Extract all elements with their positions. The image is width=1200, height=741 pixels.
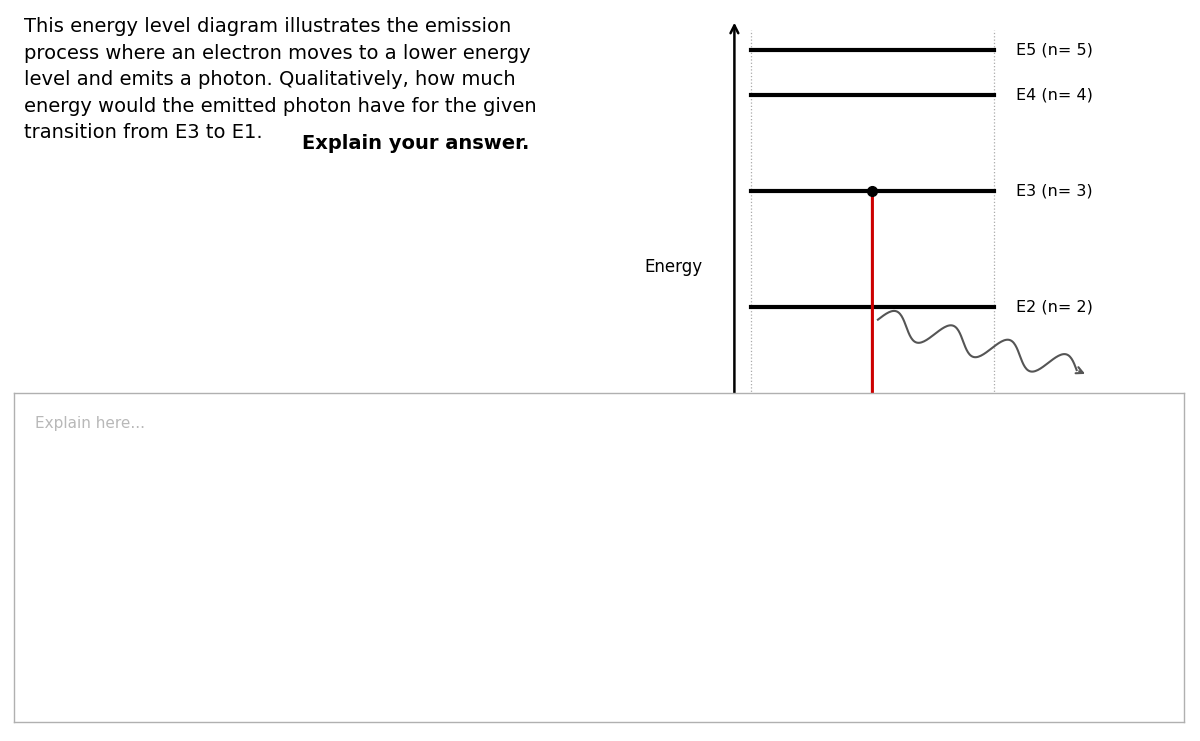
Text: Explain your answer.: Explain your answer. [302, 134, 529, 153]
Text: E3 (n= 3): E3 (n= 3) [1016, 184, 1092, 199]
Text: E5 (n= 5): E5 (n= 5) [1016, 42, 1093, 58]
Text: This energy level diagram illustrates the emission
process where an electron mov: This energy level diagram illustrates th… [24, 17, 536, 142]
Text: E2 (n= 2): E2 (n= 2) [1016, 299, 1093, 315]
Text: Explain here...: Explain here... [36, 416, 145, 431]
Text: Energy: Energy [644, 258, 703, 276]
Text: E4 (n= 4): E4 (n= 4) [1016, 88, 1093, 103]
Text: E1 (n= 1): E1 (n= 1) [1016, 461, 1093, 476]
